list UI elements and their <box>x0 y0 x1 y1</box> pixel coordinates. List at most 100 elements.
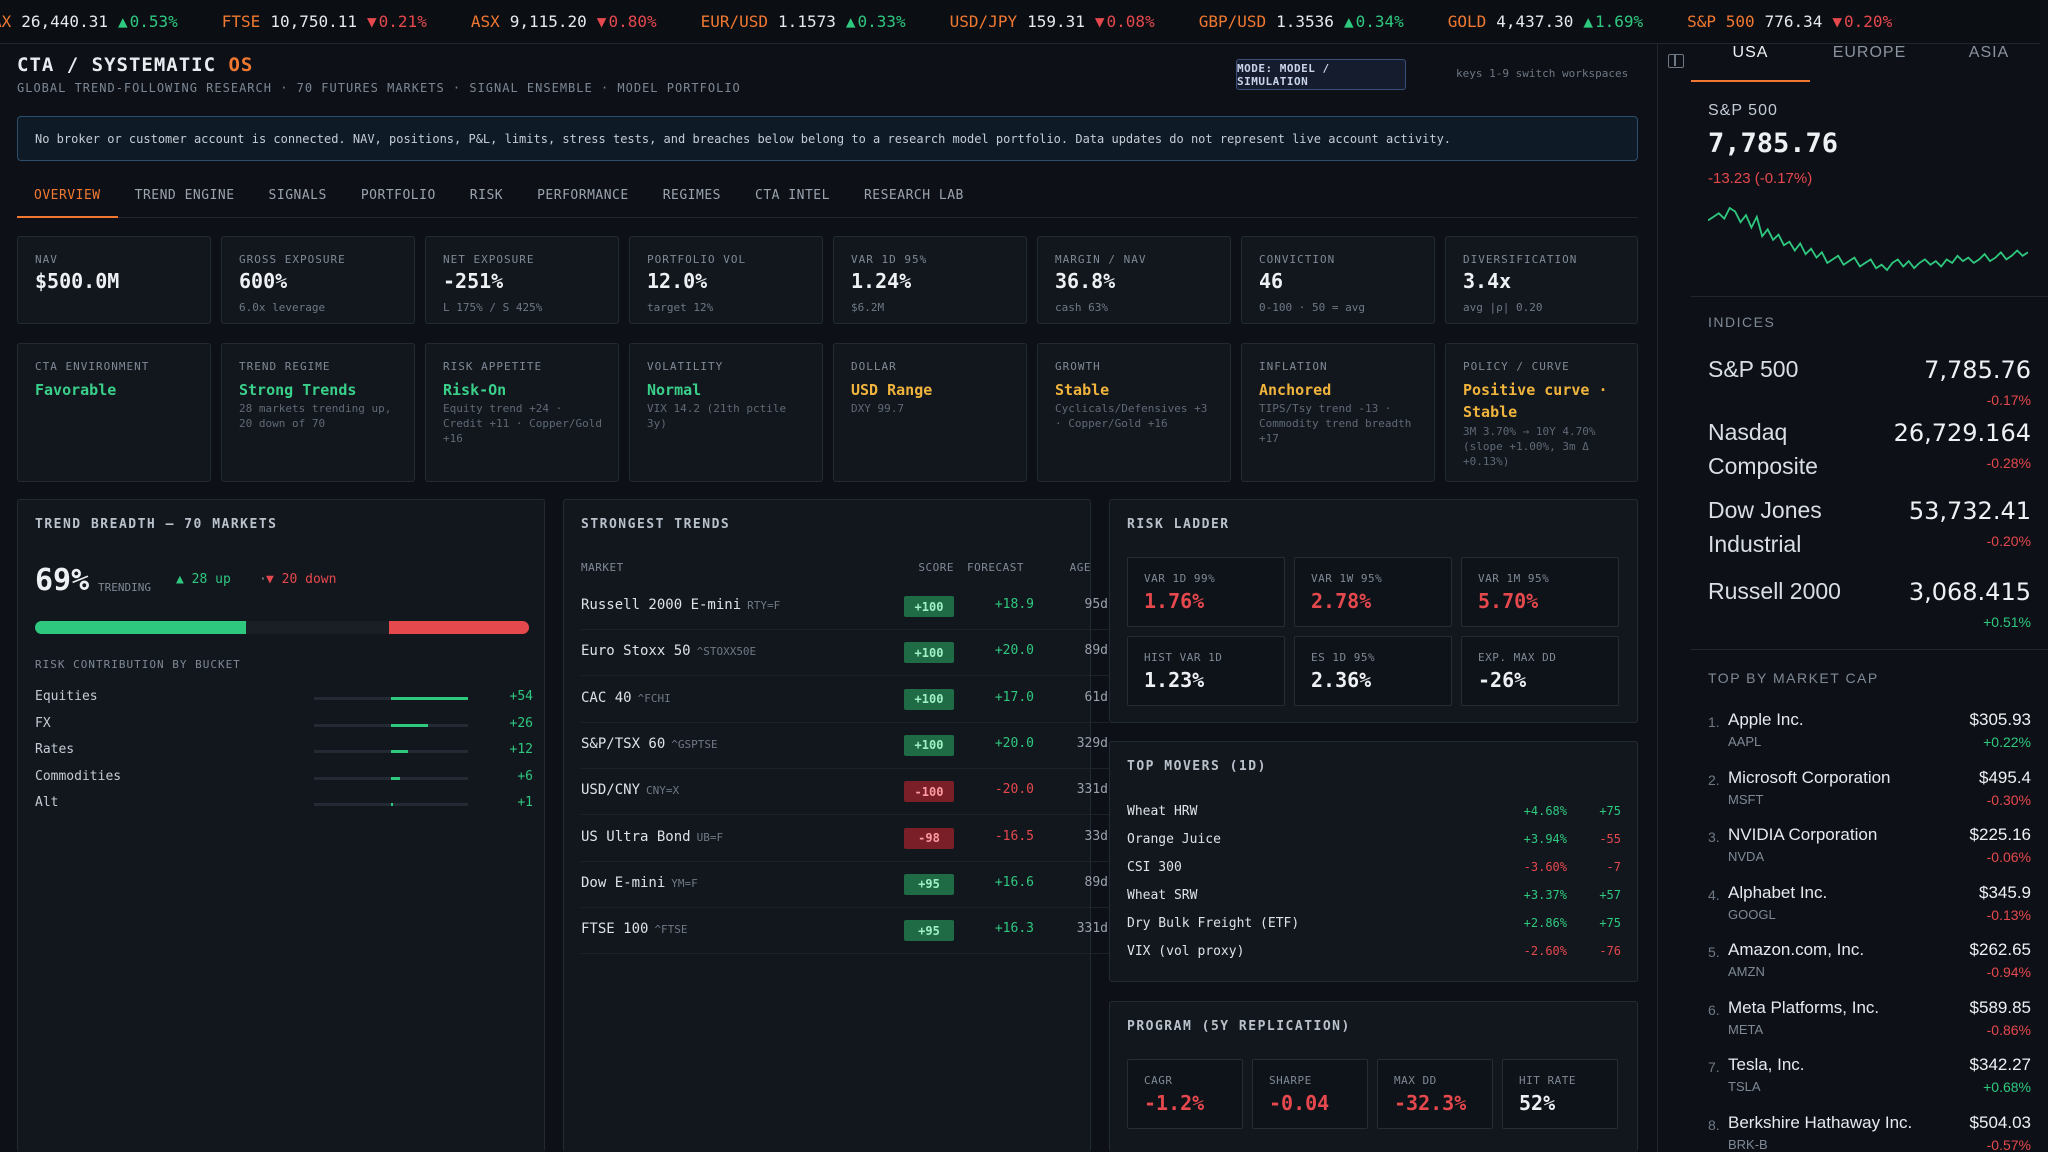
index-name[interactable]: Dow Jones Industrial <box>1708 497 1822 557</box>
trend-forecast: +17.0 <box>994 689 1034 705</box>
index-change: -0.17% <box>1986 392 2031 408</box>
index-change: -0.20% <box>1986 533 2031 549</box>
risk-cell-value: 2.36% <box>1311 668 1372 692</box>
company-name[interactable]: Tesla, Inc. <box>1728 1055 1805 1074</box>
regime-card: VOLATILITY Normal VIX 14.2 (21th pctile 3y… <box>629 343 823 482</box>
index-value: 53,732.41 <box>1908 497 2031 525</box>
bucket-name: FX <box>35 715 51 731</box>
tab-cta-intel[interactable]: CTA INTEL <box>755 188 830 203</box>
trend-score-badge: -98 <box>904 827 954 849</box>
company-name[interactable]: NVIDIA Corporation <box>1728 825 1878 844</box>
mover-pct: +3.37% <box>1523 888 1567 902</box>
trend-age: 329d <box>1076 735 1108 751</box>
trend-market: US Ultra Bond UB=F <box>581 829 723 845</box>
ticker-item[interactable]: ASX 9,115.20 ▼ 0.80% <box>471 12 657 31</box>
company-ticker: NVDA <box>1728 849 1765 864</box>
risk-cell-label: VAR 1M 95% <box>1478 572 1550 585</box>
mode-toggle-button[interactable]: MODE: MODEL / SIMULATION <box>1236 59 1406 90</box>
mover-pct: -3.60% <box>1523 860 1567 874</box>
risk-cell-value: -26% <box>1478 668 1527 692</box>
trend-market-ticker: CNY=X <box>646 784 680 798</box>
ticker-item[interactable]: FTSE 10,750.11 ▼ 0.21% <box>222 12 427 31</box>
ticker-item[interactable]: AX 26,440.31 ▲0.53% <box>0 12 178 31</box>
ticker-price: 26,440.31 <box>21 12 108 31</box>
breadth-down-count: ▼ 20 down <box>266 572 337 587</box>
ticker-change: 0.80% <box>608 12 657 31</box>
mover-row[interactable]: CSI 300 -3.60% -7 <box>1127 854 1621 882</box>
company-rank: 8. <box>1708 1116 1720 1133</box>
ticker-item[interactable]: EUR/USD 1.1573 ▲ 0.33% <box>701 12 906 31</box>
company-name[interactable]: Apple Inc. <box>1728 710 1804 729</box>
company-price: $345.9 <box>1979 882 2031 902</box>
region-tab-asia[interactable]: ASIA <box>1968 44 2010 61</box>
trend-market: CAC 40 ^FCHI <box>581 690 671 706</box>
index-name[interactable]: S&P 500 <box>1708 356 1799 382</box>
region-tab-usa[interactable]: USA <box>1691 44 1810 82</box>
kpi-label: DIVERSIFICATION <box>1463 253 1578 266</box>
breadth-bar-up <box>35 621 247 634</box>
program-cell: CAGR -1.2% <box>1127 1059 1243 1129</box>
feature-index-change: -13.23 (-0.17%) <box>1708 170 1813 187</box>
region-tab-europe[interactable]: EUROPE <box>1832 44 1907 61</box>
bucket-value: +1 <box>517 795 533 810</box>
trend-row[interactable]: USD/CNY CNY=X -100 -20.0 331d <box>581 769 1109 816</box>
index-name[interactable]: Russell 2000 <box>1708 578 1841 604</box>
mover-row[interactable]: Orange Juice +3.94% -55 <box>1127 826 1621 854</box>
trend-row[interactable]: Dow E-mini YM=F +95 +16.6 89d <box>581 862 1109 908</box>
tab-regimes[interactable]: REGIMES <box>662 188 721 203</box>
regime-card: RISK APPETITE Risk-On Equity trend +24 · C… <box>425 343 619 482</box>
ticker-item[interactable]: S&P 500 776.34 ▼ 0.20% <box>1687 12 1892 31</box>
index-name[interactable]: Nasdaq Composite <box>1708 419 1818 479</box>
mover-name: Wheat HRW <box>1127 804 1198 819</box>
arrow-up-icon: ▲ <box>845 12 856 31</box>
trend-market-name: Dow E-mini <box>581 874 666 891</box>
regime-card: CTA ENVIRONMENT Favorable <box>17 343 211 482</box>
trend-row[interactable]: Euro Stoxx 50 ^STOXX50E +100 +20.0 89d <box>581 630 1109 677</box>
trend-row[interactable]: FTSE 100 ^FTSE +95 +16.3 331d <box>581 908 1109 955</box>
kpi-sub: target 12% <box>647 301 714 314</box>
collapse-sidebar-icon[interactable] <box>1668 54 1684 68</box>
company-name[interactable]: Amazon.com, Inc. <box>1728 940 1865 959</box>
kpi-value: 3.4x <box>1463 269 1512 293</box>
mover-row[interactable]: Wheat SRW +3.37% +57 <box>1127 882 1621 910</box>
program-title: PROGRAM (5Y REPLICATION) <box>1127 1019 1351 1034</box>
index-change: +0.51% <box>1983 614 2031 630</box>
kpi-label: NAV <box>35 253 58 266</box>
program-cell-label: SHARPE <box>1269 1074 1312 1087</box>
mover-row[interactable]: Wheat HRW +4.68% +75 <box>1127 798 1621 826</box>
tab-overview[interactable]: OVERVIEW <box>17 184 118 218</box>
kpi-label: MARGIN / NAV <box>1055 253 1147 266</box>
tab-research-lab[interactable]: RESEARCH LAB <box>863 188 964 203</box>
bucket-fill <box>391 776 400 780</box>
index-value: 7,785.76 <box>1924 356 2031 384</box>
tab-trend-engine[interactable]: TREND ENGINE <box>134 188 235 203</box>
tab-performance[interactable]: PERFORMANCE <box>537 188 629 203</box>
company-price: $589.85 <box>1969 997 2031 1017</box>
mover-name: VIX (vol proxy) <box>1127 944 1245 959</box>
ticker-item[interactable]: GBP/USD 1.3536 ▲ 0.34% <box>1199 12 1404 31</box>
ticker-item[interactable]: GOLD 4,437.30 ▲ 1.69% <box>1448 12 1643 31</box>
company-name[interactable]: Berkshire Hathaway Inc. <box>1728 1112 1913 1132</box>
trend-row[interactable]: US Ultra Bond UB=F -98 -16.5 33d <box>581 816 1109 862</box>
program-cell-value: -1.2% <box>1144 1091 1205 1115</box>
mover-row[interactable]: VIX (vol proxy) -2.60% -76 <box>1127 938 1621 966</box>
ticker-symbol: USD/JPY <box>949 12 1018 31</box>
tab-portfolio[interactable]: PORTFOLIO <box>360 188 436 203</box>
trend-market-ticker: RTY=F <box>747 599 781 612</box>
ticker-item[interactable]: USD/JPY 159.31 ▼ 0.08% <box>950 12 1155 31</box>
tab-signals[interactable]: SIGNALS <box>268 188 327 203</box>
company-rank: 7. <box>1708 1059 1720 1075</box>
trend-row[interactable]: S&P/TSX 60 ^GSPTSE +100 +20.0 329d <box>581 723 1109 769</box>
trend-row[interactable]: CAC 40 ^FCHI +100 +17.0 61d <box>581 677 1109 723</box>
regime-value: Risk-On <box>443 381 507 399</box>
company-name[interactable]: Microsoft Corporation <box>1728 767 1891 787</box>
regime-label: GROWTH <box>1055 360 1101 373</box>
arrow-down-icon: ▼ <box>367 12 377 31</box>
company-name[interactable]: Alphabet Inc. <box>1728 882 1828 902</box>
trend-market: Dow E-mini YM=F <box>581 875 698 891</box>
tab-risk[interactable]: RISK <box>469 188 504 203</box>
company-name[interactable]: Meta Platforms, Inc. <box>1728 997 1880 1017</box>
mover-row[interactable]: Dry Bulk Freight (ETF) +2.86% +75 <box>1127 910 1621 938</box>
trend-row[interactable]: Russell 2000 E-mini RTY=F +100 +18.9 95d <box>581 584 1109 630</box>
regime-value: Normal <box>647 381 702 399</box>
